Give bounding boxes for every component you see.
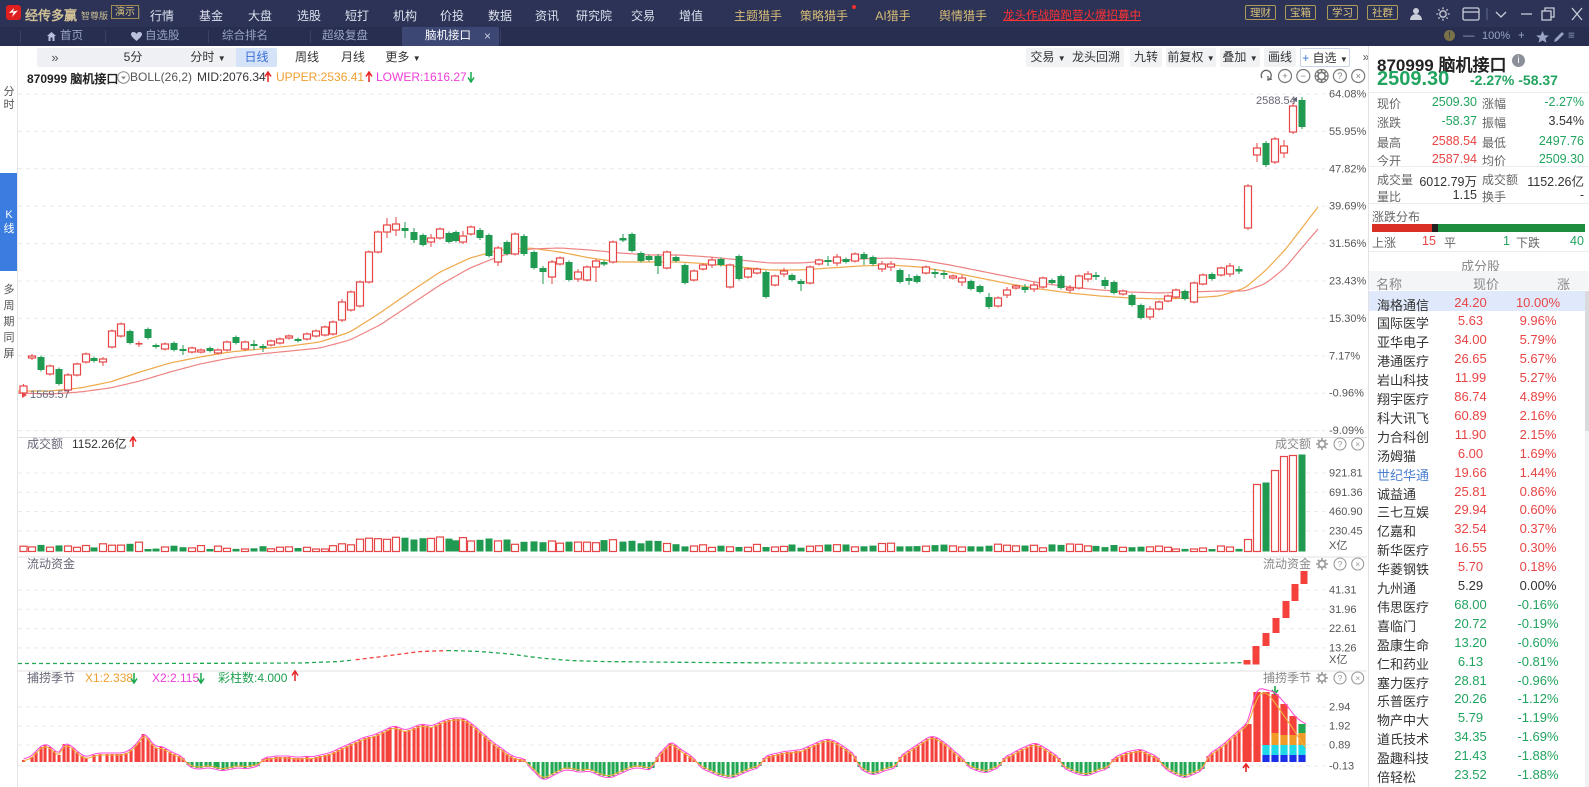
- svg-text:X亿: X亿: [1329, 539, 1347, 552]
- svg-text:0.89: 0.89: [1329, 740, 1350, 752]
- svg-text:-0.96%: -0.96%: [1329, 388, 1364, 400]
- svg-text:彩柱数:4.000: 彩柱数:4.000: [218, 670, 288, 685]
- svg-text:X2:2.115: X2:2.115: [152, 671, 199, 685]
- svg-text:?: ?: [1338, 439, 1343, 449]
- svg-text:2.94: 2.94: [1329, 702, 1350, 714]
- svg-text:捕捞季节: 捕捞季节: [1263, 670, 1311, 685]
- svg-text:流动资金: 流动资金: [1263, 556, 1311, 571]
- svg-text:-0.13: -0.13: [1329, 761, 1354, 773]
- svg-text:+: +: [1282, 71, 1287, 81]
- svg-text:?: ?: [1338, 673, 1343, 683]
- svg-text:22.61: 22.61: [1329, 623, 1357, 635]
- svg-text:流动资金: 流动资金: [27, 556, 75, 571]
- svg-text:×: ×: [1355, 559, 1360, 569]
- svg-text:捕捞季节: 捕捞季节: [27, 670, 75, 685]
- svg-text:成交额: 成交额: [27, 436, 63, 451]
- svg-text:?: ?: [1337, 71, 1342, 81]
- svg-text:64.08%: 64.08%: [1329, 89, 1367, 101]
- svg-text:230.45: 230.45: [1329, 525, 1363, 537]
- svg-text:×: ×: [1355, 673, 1360, 683]
- svg-text:47.82%: 47.82%: [1329, 163, 1367, 175]
- svg-text:13.26: 13.26: [1329, 642, 1357, 654]
- svg-text:31.96: 31.96: [1329, 604, 1357, 616]
- svg-text:1152.26亿: 1152.26亿: [72, 436, 127, 451]
- svg-text:×: ×: [1356, 71, 1361, 81]
- svg-text:X1:2.338: X1:2.338: [85, 671, 133, 685]
- svg-text:921.81: 921.81: [1329, 468, 1363, 480]
- svg-text:2588.54: 2588.54: [1256, 95, 1296, 107]
- svg-text:460.90: 460.90: [1329, 506, 1363, 518]
- svg-text:1569.57: 1569.57: [30, 389, 70, 401]
- svg-text:-9.09%: -9.09%: [1329, 425, 1364, 437]
- svg-text:39.69%: 39.69%: [1329, 201, 1367, 213]
- svg-text:1.92: 1.92: [1329, 721, 1350, 733]
- svg-text:成交额: 成交额: [1275, 436, 1311, 451]
- svg-text:55.95%: 55.95%: [1329, 126, 1367, 138]
- svg-text:−: −: [1301, 71, 1306, 81]
- svg-text:31.56%: 31.56%: [1329, 238, 1367, 250]
- svg-text:×: ×: [1355, 439, 1360, 449]
- svg-text:691.36: 691.36: [1329, 487, 1363, 499]
- svg-text:15.30%: 15.30%: [1329, 313, 1367, 325]
- svg-text:41.31: 41.31: [1329, 585, 1357, 597]
- svg-text:23.43%: 23.43%: [1329, 276, 1367, 288]
- svg-text:X亿: X亿: [1329, 653, 1347, 666]
- svg-text:7.17%: 7.17%: [1329, 350, 1360, 362]
- svg-text:?: ?: [1338, 559, 1343, 569]
